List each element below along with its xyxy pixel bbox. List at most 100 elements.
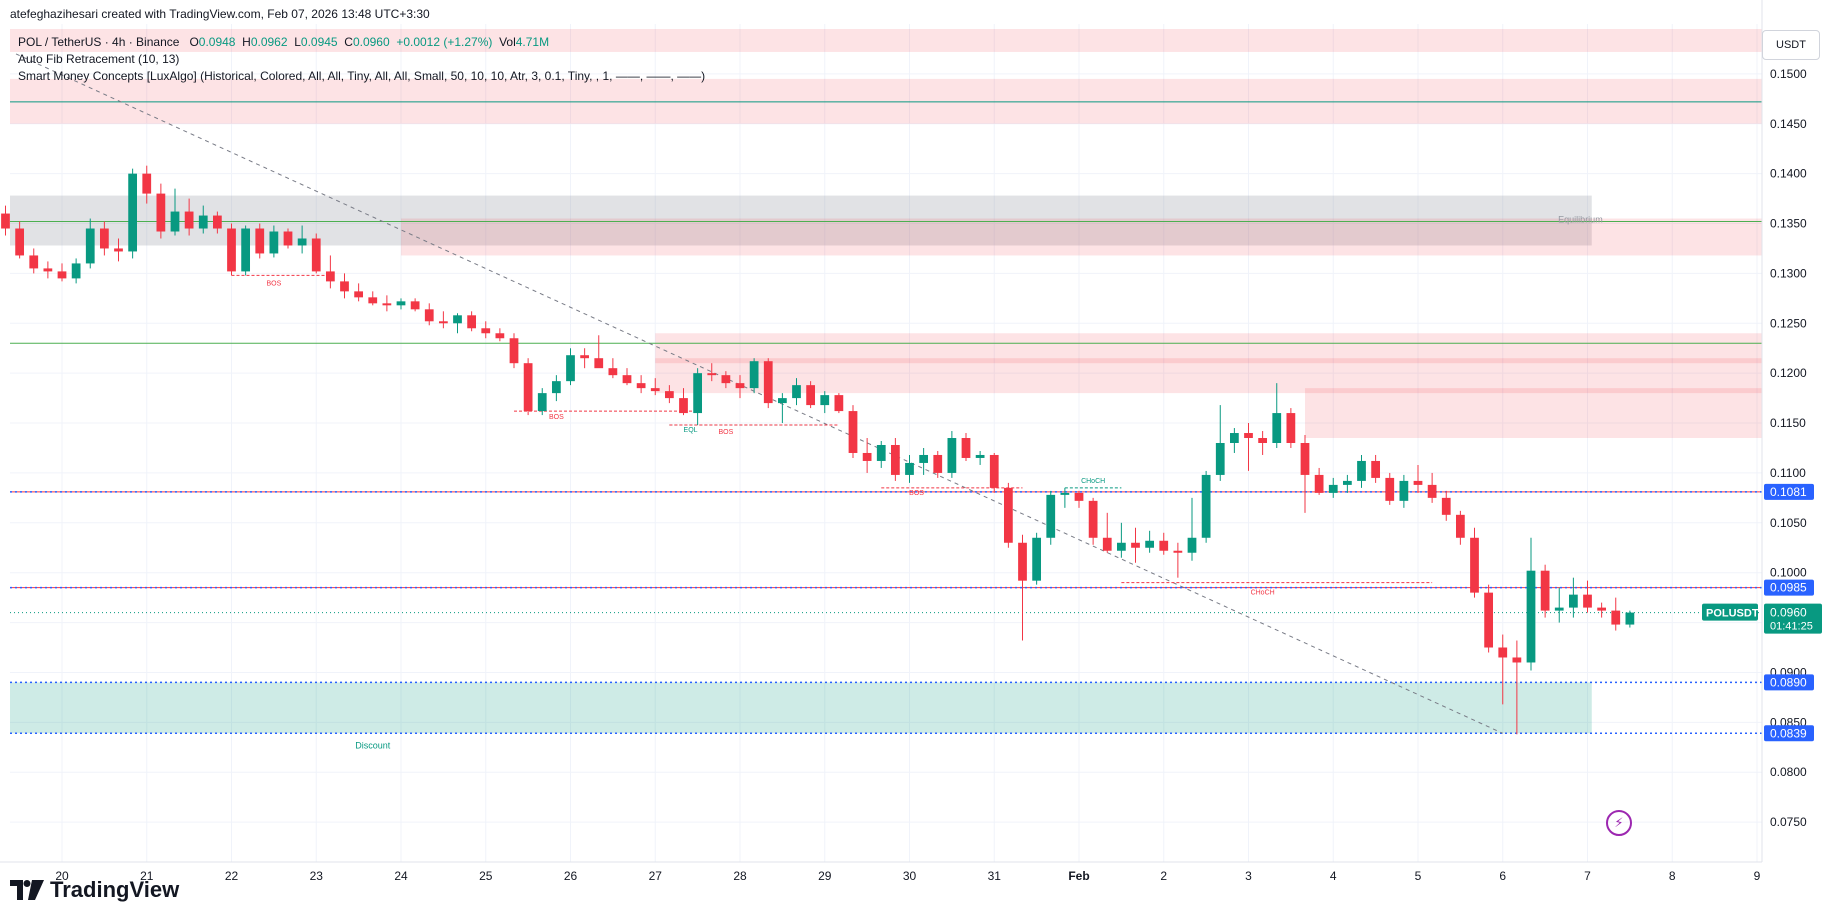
candle[interactable] bbox=[848, 405, 858, 458]
candle[interactable] bbox=[1074, 490, 1084, 508]
candle[interactable] bbox=[763, 358, 773, 409]
candle[interactable] bbox=[1046, 490, 1056, 545]
candle[interactable] bbox=[1159, 532, 1169, 555]
candle[interactable] bbox=[947, 431, 957, 478]
candle[interactable] bbox=[212, 211, 222, 234]
candle[interactable] bbox=[890, 438, 900, 481]
candle[interactable] bbox=[862, 438, 872, 473]
candle[interactable] bbox=[721, 371, 731, 389]
candle[interactable] bbox=[876, 441, 886, 468]
candle[interactable] bbox=[1399, 474, 1409, 508]
candle[interactable] bbox=[184, 198, 194, 236]
candle[interactable] bbox=[1385, 472, 1395, 505]
candle[interactable] bbox=[1512, 640, 1522, 735]
candle[interactable] bbox=[1357, 454, 1366, 488]
candle[interactable] bbox=[792, 378, 801, 406]
candle[interactable] bbox=[1526, 537, 1536, 671]
candle[interactable] bbox=[1032, 532, 1042, 585]
candle[interactable] bbox=[1568, 577, 1578, 618]
candle[interactable] bbox=[99, 221, 109, 256]
indicator-smc[interactable]: Smart Money Concepts [LuxAlgo] (Historic… bbox=[18, 69, 706, 83]
lightning-icon[interactable]: ⚡ bbox=[1606, 810, 1632, 836]
candle[interactable] bbox=[961, 433, 971, 461]
candle[interactable] bbox=[820, 391, 830, 414]
candle[interactable] bbox=[410, 298, 420, 312]
candle[interactable] bbox=[1131, 527, 1140, 563]
candle[interactable] bbox=[693, 368, 703, 426]
candle[interactable] bbox=[198, 205, 208, 234]
candle[interactable] bbox=[566, 348, 575, 386]
candle[interactable] bbox=[509, 333, 519, 369]
symbol-label[interactable]: POL / TetherUS · 4h · Binance bbox=[18, 35, 180, 49]
candle[interactable] bbox=[283, 228, 293, 249]
candle[interactable] bbox=[227, 223, 236, 276]
candle[interactable] bbox=[1003, 482, 1013, 548]
candle[interactable] bbox=[255, 223, 265, 259]
candle[interactable] bbox=[142, 165, 152, 204]
candle[interactable] bbox=[311, 233, 321, 274]
candle[interactable] bbox=[382, 295, 392, 312]
candle[interactable] bbox=[1470, 527, 1479, 598]
candle[interactable] bbox=[1328, 477, 1338, 498]
candle[interactable] bbox=[1060, 487, 1070, 508]
candle[interactable] bbox=[1611, 597, 1621, 631]
candle[interactable] bbox=[1145, 530, 1155, 553]
candle[interactable] bbox=[481, 321, 491, 339]
candle[interactable] bbox=[368, 291, 378, 306]
candle[interactable] bbox=[424, 303, 434, 326]
candle[interactable] bbox=[1371, 454, 1381, 483]
candle[interactable] bbox=[735, 375, 745, 399]
candle[interactable] bbox=[551, 375, 561, 402]
candle[interactable] bbox=[297, 225, 307, 254]
candle[interactable] bbox=[650, 378, 660, 396]
candle[interactable] bbox=[354, 283, 364, 302]
candle[interactable] bbox=[806, 381, 816, 409]
candle[interactable] bbox=[1215, 405, 1225, 481]
candle[interactable] bbox=[1498, 634, 1508, 705]
candle[interactable] bbox=[622, 368, 632, 386]
candle[interactable] bbox=[1441, 490, 1451, 521]
candle[interactable] bbox=[1018, 534, 1027, 641]
candle[interactable] bbox=[933, 450, 943, 478]
candle[interactable] bbox=[1625, 610, 1635, 628]
candle[interactable] bbox=[170, 188, 180, 236]
candle[interactable] bbox=[495, 328, 505, 342]
candle[interactable] bbox=[269, 225, 279, 258]
candle[interactable] bbox=[608, 358, 618, 379]
candle[interactable] bbox=[340, 273, 349, 299]
fib-trend-line[interactable] bbox=[15, 53, 1503, 734]
candle[interactable] bbox=[636, 375, 646, 394]
candle[interactable] bbox=[777, 393, 787, 424]
candle[interactable] bbox=[1484, 584, 1494, 653]
candle[interactable] bbox=[1300, 435, 1310, 513]
candle[interactable] bbox=[1187, 497, 1197, 561]
candle[interactable] bbox=[1088, 497, 1098, 545]
candle[interactable] bbox=[453, 313, 462, 334]
candle[interactable] bbox=[1597, 602, 1607, 618]
candle[interactable] bbox=[1427, 472, 1437, 503]
candle[interactable] bbox=[1173, 542, 1183, 578]
candle[interactable] bbox=[975, 450, 985, 465]
candle[interactable] bbox=[989, 452, 999, 493]
candle[interactable] bbox=[749, 358, 759, 394]
candle[interactable] bbox=[1413, 464, 1423, 493]
candle[interactable] bbox=[1, 205, 10, 236]
candle[interactable] bbox=[1272, 383, 1282, 448]
candle[interactable] bbox=[396, 298, 406, 310]
candle[interactable] bbox=[1342, 474, 1352, 493]
candle[interactable] bbox=[1540, 564, 1550, 618]
candle[interactable] bbox=[834, 393, 844, 414]
candle[interactable] bbox=[1201, 470, 1211, 543]
candle[interactable] bbox=[57, 263, 67, 282]
candle[interactable] bbox=[1244, 423, 1253, 471]
candle[interactable] bbox=[1314, 467, 1324, 495]
candle[interactable] bbox=[128, 168, 138, 259]
candle[interactable] bbox=[1229, 428, 1239, 453]
candle[interactable] bbox=[707, 363, 717, 382]
candle[interactable] bbox=[114, 238, 123, 262]
candle[interactable] bbox=[1102, 512, 1112, 553]
candle[interactable] bbox=[679, 388, 688, 416]
candle[interactable] bbox=[1554, 587, 1564, 623]
candle[interactable] bbox=[71, 258, 81, 284]
candle[interactable] bbox=[85, 218, 95, 269]
